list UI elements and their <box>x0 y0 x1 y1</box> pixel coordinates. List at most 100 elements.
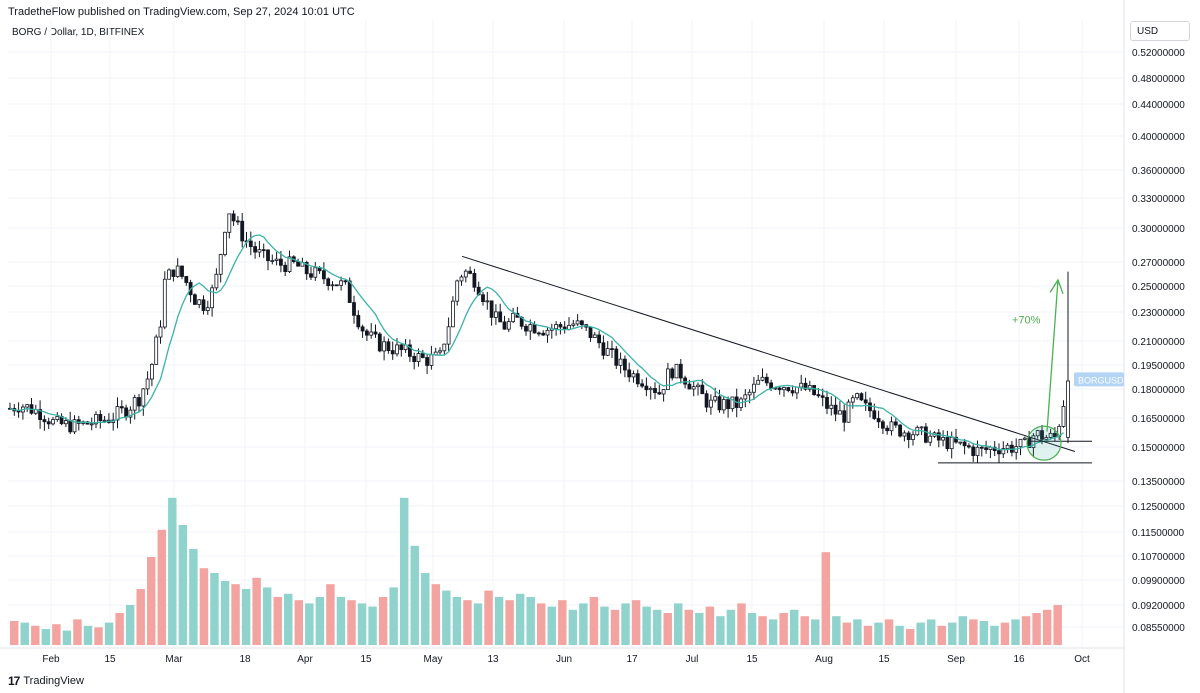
candle-body <box>386 341 391 351</box>
volume-bar <box>905 629 915 645</box>
candle-body <box>782 387 786 391</box>
time-axis[interactable]: Feb 15 Mar 18 Apr 15 May 13 Jun 17 Jul 15 Aug 15 Sep 16… <box>42 654 1090 665</box>
volume-bar <box>168 497 177 645</box>
candle-body <box>911 434 915 440</box>
candle-body <box>373 331 378 335</box>
candle-body <box>149 363 154 380</box>
currency-selector[interactable]: USD <box>1130 21 1190 41</box>
price-tick-label: 0.13500000 <box>1132 477 1185 488</box>
price-tick-label: 0.12500000 <box>1132 502 1185 513</box>
candle-body <box>231 213 236 222</box>
volume-bar <box>811 619 820 645</box>
candle-body <box>399 344 404 351</box>
candle-body <box>227 213 232 233</box>
volume-bar <box>73 619 82 645</box>
candle-body <box>137 397 141 407</box>
candle-body <box>248 240 253 247</box>
candle-body <box>855 393 859 399</box>
time-tick-label: 18 <box>239 654 251 665</box>
volume-bar <box>937 625 946 645</box>
candle-body <box>850 397 855 403</box>
candle-body <box>38 409 42 420</box>
chart-drawings: +70% BORGUSD <box>461 255 1124 464</box>
candle-body <box>334 284 339 287</box>
candle-body <box>760 376 765 381</box>
price-axis[interactable]: 0.52000000 0.48000000 0.44000000 0.40000000… <box>1132 48 1185 634</box>
candle-body <box>175 265 180 277</box>
candle-body <box>803 382 808 390</box>
price-tick-label: 0.48000000 <box>1132 74 1185 85</box>
time-tick-label: 16 <box>1013 654 1025 665</box>
volume-bar <box>642 606 651 645</box>
candle-body <box>601 342 606 356</box>
candle-body <box>223 231 227 255</box>
candle-body <box>644 385 649 391</box>
candle-body <box>287 256 292 273</box>
candle-body <box>881 421 885 429</box>
time-tick-label: Aug <box>815 654 833 665</box>
candle-body <box>807 385 812 390</box>
candle-body <box>752 383 756 393</box>
candle-body <box>777 387 782 391</box>
footer-brand: 17 TradingView <box>8 674 84 688</box>
volume-bar <box>210 573 219 645</box>
candle-body <box>55 416 60 420</box>
candle-body <box>868 402 872 412</box>
candle-body <box>46 421 51 425</box>
volume-bar <box>842 622 852 645</box>
volume-bar <box>220 581 230 645</box>
publisher-line: TradetheFlow published on TradingView.co… <box>8 6 355 18</box>
volume-bar <box>558 600 567 645</box>
candle-body <box>906 432 911 440</box>
candle-body <box>997 450 1001 455</box>
volume-bar <box>241 589 251 645</box>
candle-body <box>756 379 761 385</box>
candle-body <box>382 341 387 352</box>
time-tick-label: Jun <box>556 654 572 665</box>
candle-body <box>743 394 748 400</box>
footer-brand-label: TradingView <box>23 675 84 687</box>
candle-body <box>1001 448 1006 455</box>
candle-body <box>859 393 864 401</box>
candle-body <box>253 246 258 253</box>
candle-body <box>528 324 533 332</box>
candle-body <box>459 276 464 282</box>
candle-body <box>128 409 133 418</box>
volume-bar <box>52 624 61 645</box>
candle-body <box>339 280 344 286</box>
candle-body <box>102 419 107 422</box>
volume-bar <box>916 622 925 645</box>
candle-body <box>425 357 430 366</box>
volume-bar <box>368 606 377 645</box>
candle-body <box>1022 437 1027 440</box>
price-tick-label: 0.19500000 <box>1132 361 1185 372</box>
candle-body <box>984 447 988 451</box>
gain-annotation: +70% <box>1012 315 1041 327</box>
volume-bar <box>747 613 757 645</box>
candle-body <box>274 258 279 261</box>
candle-body <box>485 300 490 303</box>
candle-body <box>141 388 146 407</box>
price-tick-label: 0.11500000 <box>1132 528 1185 539</box>
candle-body <box>799 382 804 388</box>
candle-body <box>709 399 713 408</box>
volume-bar <box>10 621 19 645</box>
candle-body <box>674 363 679 379</box>
candle-body <box>356 314 361 328</box>
candle-body <box>489 300 494 318</box>
volume-bar <box>990 625 999 645</box>
price-label-tag <box>1074 372 1124 387</box>
volume-bar <box>20 622 29 645</box>
candle-body <box>416 353 421 363</box>
time-tick-label: 13 <box>487 654 499 665</box>
candle-body <box>954 436 958 443</box>
candle-body <box>545 329 550 336</box>
candle-body <box>278 258 283 266</box>
candle-body <box>610 348 614 351</box>
candle-body <box>502 321 507 330</box>
time-tick-label: Sep <box>947 654 965 665</box>
price-tick-label: 0.27000000 <box>1132 258 1185 269</box>
time-tick-label: Feb <box>42 654 60 665</box>
candle-body <box>326 278 331 287</box>
